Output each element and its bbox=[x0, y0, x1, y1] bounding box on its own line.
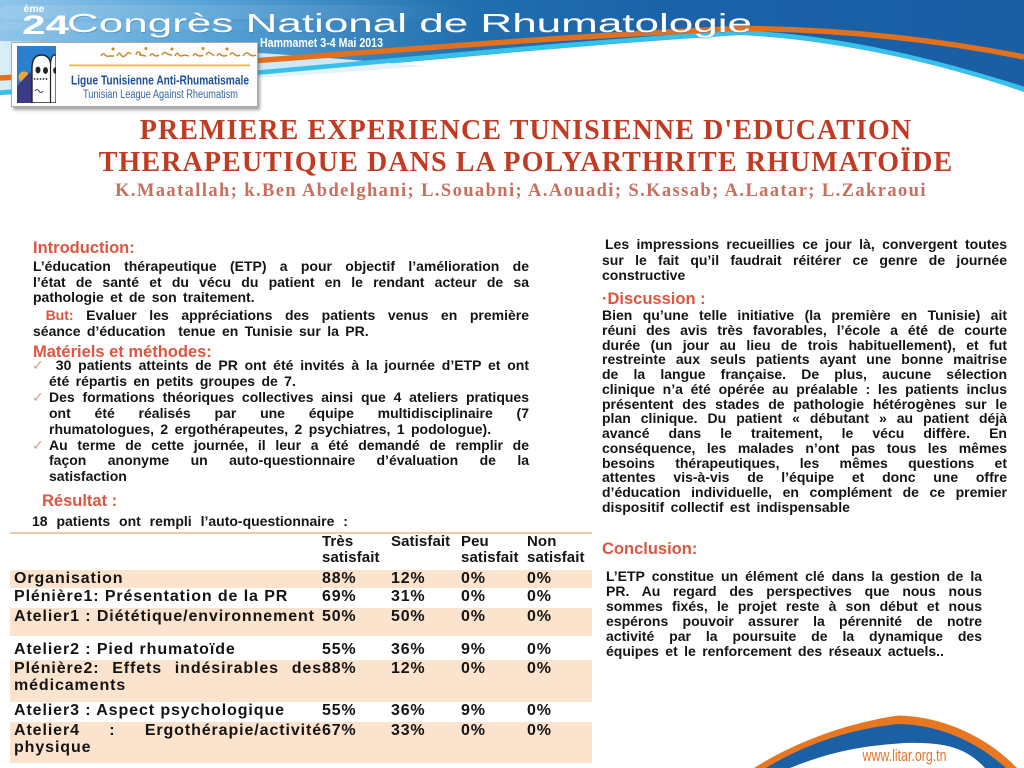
svg-text:Congrès National de Rhumatolog: Congrès National de Rhumatologie bbox=[67, 8, 752, 38]
svg-text:24: 24 bbox=[22, 10, 69, 40]
svg-text:www.litar.org.tn: www.litar.org.tn bbox=[862, 746, 947, 765]
svg-text:Ligue Tunisienne Anti-Rhumatis: Ligue Tunisienne Anti-Rhumatismale bbox=[71, 74, 249, 88]
svg-text:Hammamet 3-4 Mai 2013: Hammamet 3-4 Mai 2013 bbox=[260, 36, 383, 50]
svg-text:Tunisian League Against Rheuma: Tunisian League Against Rheumatism bbox=[83, 89, 238, 101]
svg-text:ème: ème bbox=[24, 3, 45, 15]
svg-text:Congrès National de Rhumatolog: Congrès National de Rhumatologie bbox=[68, 9, 752, 39]
